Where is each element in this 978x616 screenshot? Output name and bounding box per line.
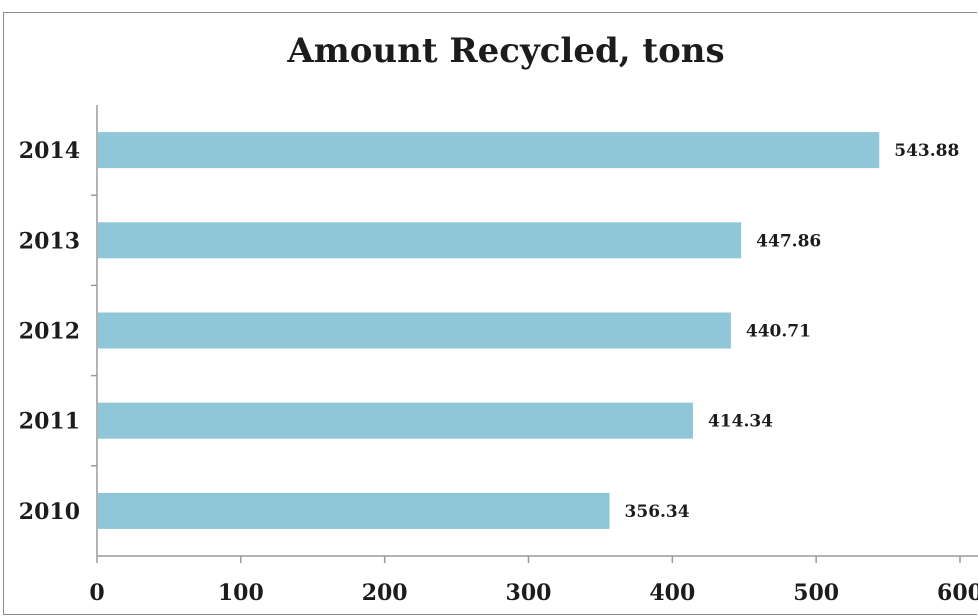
x-tick-label: 300 — [506, 580, 552, 606]
x-tick-label: 0 — [89, 580, 104, 606]
category-label: 2010 — [19, 499, 80, 525]
category-label: 2014 — [19, 138, 80, 164]
bar — [98, 402, 693, 439]
bar — [98, 312, 731, 349]
category-label: 2012 — [19, 319, 80, 345]
x-tick-label: 200 — [362, 580, 408, 606]
bar — [98, 132, 880, 169]
bar — [98, 492, 610, 529]
category-label: 2013 — [19, 228, 80, 254]
data-label: 440.71 — [746, 322, 811, 342]
category-label: 2011 — [19, 409, 80, 435]
x-tick-label: 100 — [218, 580, 264, 606]
chart-title: Amount Recycled, tons — [286, 31, 724, 71]
data-label: 447.86 — [756, 231, 821, 251]
bar — [98, 222, 742, 259]
x-tick-label: 500 — [793, 580, 839, 606]
data-label: 414.34 — [708, 412, 773, 432]
x-tick-label: 400 — [649, 580, 695, 606]
data-label: 356.34 — [625, 502, 690, 522]
data-label: 543.88 — [894, 141, 959, 161]
x-tick-label: 600 — [937, 580, 978, 606]
